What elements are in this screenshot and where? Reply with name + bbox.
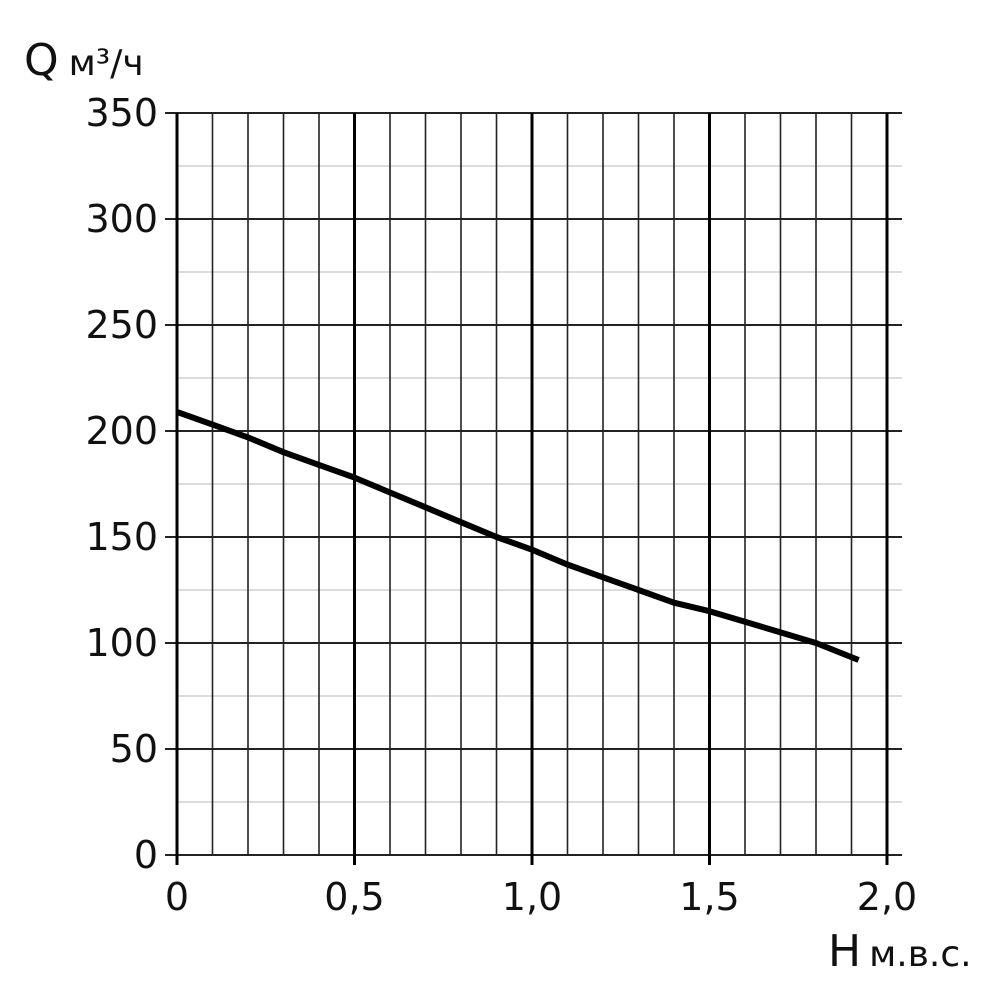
y-tick-label: 100 <box>85 621 158 665</box>
y-tick-labels: 0 50 100 150 200 250 300 350 <box>85 91 158 877</box>
x-tick-label: 1,5 <box>679 875 739 919</box>
x-tick-labels: 0 0,5 1,0 1,5 2,0 <box>165 875 917 919</box>
y-axis-symbol: Q <box>24 35 59 86</box>
y-axis-unit: м³/ч <box>69 43 144 84</box>
x-tick-label: 1,0 <box>502 875 562 919</box>
y-tick-label: 300 <box>85 197 158 241</box>
y-tick-label: 0 <box>134 833 158 877</box>
y-tick-label: 200 <box>85 409 158 453</box>
series-line <box>175 409 860 663</box>
x-axis-symbol: H <box>828 926 861 977</box>
y-tick-label: 50 <box>110 727 158 771</box>
y-tick-label: 350 <box>85 91 158 135</box>
grid-major <box>165 112 902 865</box>
x-axis-unit: м.в.с. <box>869 934 972 975</box>
y-tick-label: 250 <box>85 303 158 347</box>
x-tick-label: 0,5 <box>324 875 384 919</box>
series-lines <box>175 409 860 663</box>
grid-minor <box>177 113 902 855</box>
x-tick-label: 0 <box>165 875 189 919</box>
y-tick-label: 150 <box>85 515 158 559</box>
x-tick-label: 2,0 <box>857 875 917 919</box>
